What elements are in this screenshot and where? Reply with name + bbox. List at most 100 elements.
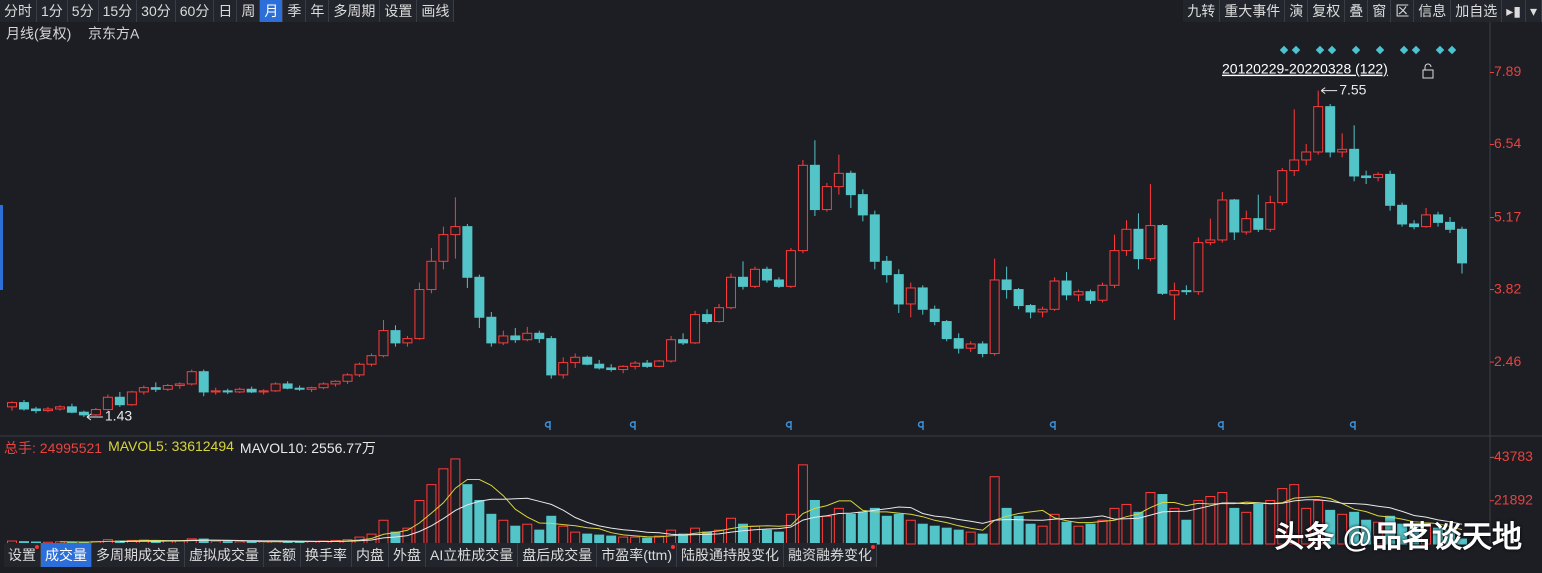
tool-button[interactable]: 演 <box>1285 0 1309 22</box>
tool-button[interactable]: 复权 <box>1308 0 1346 22</box>
volume-bar <box>1217 492 1228 545</box>
candle-body <box>881 260 892 276</box>
period-button[interactable]: 季 <box>283 0 307 22</box>
candle-body <box>785 250 796 287</box>
volume-bar <box>929 525 940 545</box>
panel-toggle[interactable]: ▸▮ <box>1502 0 1526 22</box>
volume-bar <box>953 529 964 545</box>
candle-body <box>690 314 701 344</box>
period-button[interactable]: 5分 <box>67 0 99 22</box>
candle-body <box>546 338 557 376</box>
diamond <box>1279 45 1289 55</box>
indicator-tab[interactable]: 金额 <box>264 543 301 567</box>
indicator-tab[interactable]: 设置 <box>4 543 41 567</box>
candle-body <box>114 396 125 406</box>
period-button[interactable]: 月 <box>260 0 284 22</box>
candle-body <box>1001 279 1012 291</box>
ma-line <box>59 479 1463 543</box>
indicator-tab[interactable]: 陆股通持股变化 <box>677 543 784 567</box>
volume-bar <box>1349 511 1360 545</box>
candle-body <box>1097 284 1108 301</box>
volume-bar <box>977 533 988 545</box>
diamond <box>1435 45 1445 55</box>
volume-bar <box>761 529 772 545</box>
indicator-tab[interactable]: 盘后成交量 <box>518 543 598 567</box>
volume-bar <box>1193 499 1204 545</box>
volume-bar <box>869 507 880 545</box>
indicator-tab[interactable]: 虚拟成交量 <box>185 543 264 567</box>
tool-button[interactable]: 九转 <box>1183 0 1221 22</box>
candle-body <box>330 380 341 385</box>
candle-body <box>1253 218 1264 230</box>
candle-body <box>845 172 856 196</box>
period-button[interactable]: 日 <box>214 0 238 22</box>
q-marker <box>1217 421 1224 430</box>
diamond <box>1399 45 1409 55</box>
candle-body <box>1037 308 1048 313</box>
watermark: 头条 @品茗谈天地 <box>1274 521 1522 554</box>
annotation-high: 7.55 <box>1339 81 1366 97</box>
volume-bar <box>1313 499 1324 545</box>
candle-body <box>90 409 101 416</box>
volume-bar <box>438 468 449 545</box>
indicator-tab[interactable]: AI立桩成交量 <box>426 543 519 567</box>
indicator-tab[interactable]: 内盘 <box>352 543 389 567</box>
volume-bar <box>785 513 796 545</box>
candle-body <box>761 268 772 281</box>
diamond <box>1327 45 1337 55</box>
indicator-tab[interactable]: 市盈率(ttm) <box>597 543 677 567</box>
period-button[interactable]: 画线 <box>417 0 455 22</box>
candle-body <box>1217 199 1228 241</box>
period-button[interactable]: 30分 <box>137 0 176 22</box>
tool-button[interactable]: 加自选 <box>1451 0 1503 22</box>
candle-body <box>1073 291 1084 296</box>
q-markers <box>544 421 1356 430</box>
tool-button[interactable]: 区 <box>1391 0 1415 22</box>
period-button[interactable]: 15分 <box>98 0 138 22</box>
volume-bar <box>1181 519 1192 545</box>
tool-button[interactable]: 重大事件 <box>1220 0 1286 22</box>
period-button[interactable]: 年 <box>306 0 330 22</box>
candle-body <box>809 164 820 211</box>
candle-body <box>510 335 521 341</box>
volume-bar <box>893 513 904 545</box>
candle-body <box>66 406 77 413</box>
period-button[interactable]: 设置 <box>380 0 418 22</box>
indicator-tab[interactable]: 外盘 <box>389 543 426 567</box>
candle-body <box>486 316 497 344</box>
volume-bar <box>1229 507 1240 545</box>
indicator-tab[interactable]: 换手率 <box>301 543 352 567</box>
diamond <box>1291 45 1301 55</box>
volume-bar <box>1025 523 1036 545</box>
ma-legend: MAVOL10: 2556.77万 <box>239 440 376 456</box>
indicator-tab[interactable]: 多周期成交量 <box>92 543 185 567</box>
tool-button[interactable]: 信息 <box>1414 0 1452 22</box>
candle-body <box>42 408 53 412</box>
tool-button[interactable]: 窗 <box>1368 0 1392 22</box>
volume-bar <box>821 515 832 545</box>
volume-bar <box>726 517 737 545</box>
indicator-tab[interactable]: 成交量 <box>41 543 92 567</box>
candle-body <box>666 339 677 362</box>
period-button[interactable]: 周 <box>237 0 261 22</box>
period-button[interactable]: 1分 <box>37 0 68 22</box>
chart-title: 月线(复权) <box>6 26 71 42</box>
volume-bar <box>917 523 928 545</box>
candle-body <box>1265 202 1276 230</box>
period-button[interactable]: 60分 <box>175 0 215 22</box>
period-button[interactable]: 多周期 <box>329 0 381 22</box>
volume-bar <box>1133 511 1144 545</box>
more-menu[interactable]: ▾ <box>1525 0 1542 22</box>
candle-body <box>1025 305 1036 313</box>
indicator-tab[interactable]: 融资融券变化 <box>784 543 877 567</box>
volume-bar <box>1097 519 1108 545</box>
period-button[interactable]: 分时 <box>0 0 37 22</box>
candle-body <box>1061 280 1072 296</box>
candle-body <box>821 186 832 211</box>
volume-bar <box>1301 507 1312 545</box>
candle-body <box>893 274 904 305</box>
candle-body <box>797 164 808 252</box>
tool-button[interactable]: 叠 <box>1345 0 1369 22</box>
volume-bar <box>1109 507 1120 545</box>
